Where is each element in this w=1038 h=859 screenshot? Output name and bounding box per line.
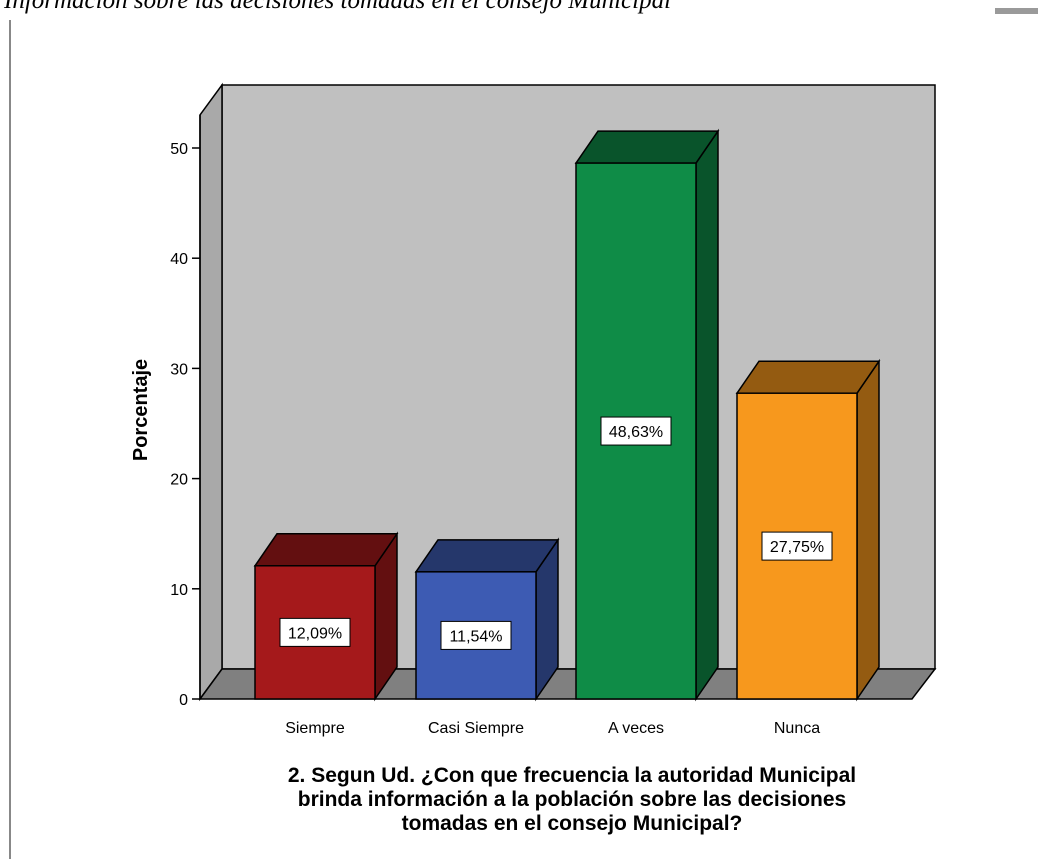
y-tick-label: 0	[179, 692, 188, 709]
value-label-box	[761, 531, 833, 561]
bar-side	[695, 128, 719, 702]
scroll-edge	[995, 8, 1038, 14]
y-tick-label: 30	[170, 361, 188, 378]
value-label-box	[279, 617, 351, 647]
bar-top	[735, 360, 881, 394]
y-tick-label: 40	[170, 251, 188, 268]
value-label: 12,09%	[288, 625, 342, 642]
value-label-box	[600, 416, 672, 446]
value-label: 11,54%	[449, 628, 502, 645]
caption: Información sobre las decisiones tomadas…	[4, 0, 672, 14]
x-tick-label: A veces	[608, 720, 664, 737]
y-tick-label: 20	[170, 472, 188, 489]
y-axis-label: Porcentaje	[130, 359, 152, 461]
x-tick-label: Nunca	[774, 720, 820, 737]
value-label: 48,63%	[609, 424, 663, 441]
x-tick-label: Casi Siempre	[428, 720, 524, 737]
value-label-box	[440, 620, 512, 650]
side-wall	[199, 82, 223, 702]
y-tick-label: 50	[170, 141, 188, 158]
bar-top	[414, 539, 560, 573]
x-tick-label: Siempre	[285, 720, 345, 737]
bar-side	[856, 358, 880, 702]
y-tick-label: 10	[170, 582, 188, 599]
value-label: 27,75%	[770, 539, 824, 556]
x-axis-label: brinda información a la población sobre …	[298, 788, 846, 811]
x-axis-label: tomadas en el consejo Municipal?	[402, 812, 743, 835]
x-axis-label: 2. Segun Ud. ¿Con que frecuencia la auto…	[288, 764, 856, 787]
bar-top	[574, 130, 720, 164]
bar-top	[253, 533, 399, 567]
